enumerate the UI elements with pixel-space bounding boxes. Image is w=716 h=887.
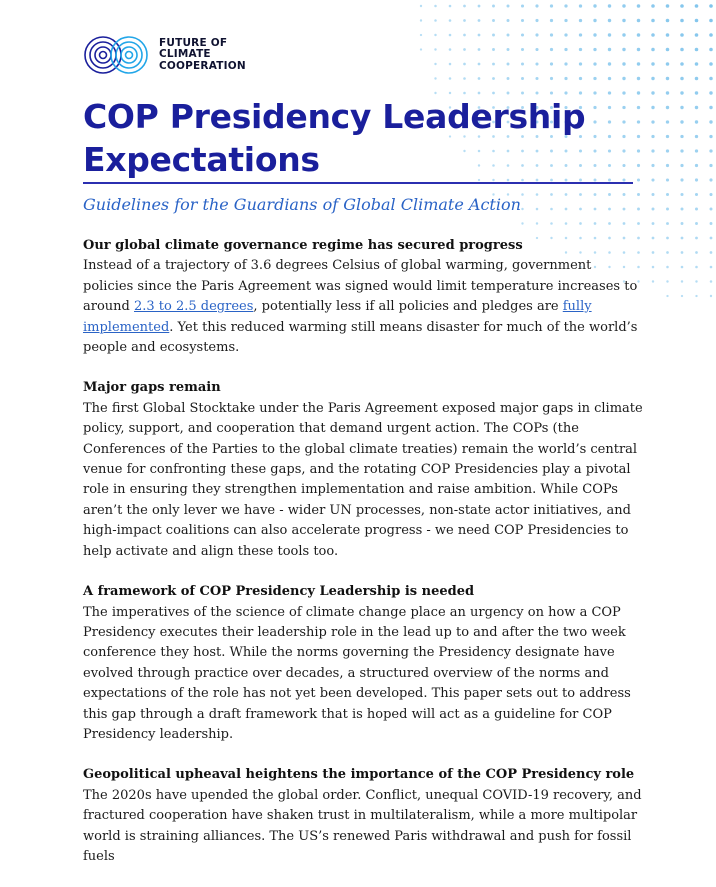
title-line-2: Expectations <box>83 140 320 179</box>
title-divider <box>83 182 633 184</box>
paragraph-text: . Yet this reduced warming still means d… <box>83 319 638 356</box>
section-heading: A framework of COP Presidency Leadership… <box>83 584 475 600</box>
section-paragraph: The imperatives of the science of climat… <box>83 604 631 742</box>
paragraph-text: , potentially less if all policies and p… <box>253 299 563 315</box>
section-gaps: Major gaps remain The first Global Stock… <box>83 378 643 562</box>
warming-estimate-link[interactable]: 2.3 to 2.5 degrees <box>134 299 254 315</box>
brand-logo: FUTURE OF CLIMATE COOPERATION <box>83 33 246 77</box>
brand-wordmark: FUTURE OF CLIMATE COOPERATION <box>159 36 246 73</box>
section-paragraph: The first Global Stocktake under the Par… <box>83 400 643 559</box>
section-heading: Major gaps remain <box>83 380 221 396</box>
fully-implemented-link[interactable]: fully implemented <box>83 299 592 335</box>
section-framework: A framework of COP Presidency Leadership… <box>83 582 643 745</box>
fingerprint-logo-icon <box>84 36 148 74</box>
section-paragraph: The 2020s have upended the global order.… <box>83 787 642 864</box>
document-body: Our global climate governance regime has… <box>83 236 643 887</box>
brand-line-3: COOPERATION <box>159 59 246 72</box>
paragraph-text: Instead of a trajectory of 3.6 degrees C… <box>83 258 638 315</box>
title-line-1: COP Presidency Leadership <box>83 97 586 136</box>
page-title: COP Presidency Leadership Expectations <box>83 95 643 181</box>
brand-line-1: FUTURE OF <box>159 36 228 49</box>
brand-line-2: CLIMATE <box>159 48 211 61</box>
section-geopolitics: Geopolitical upheaval heightens the impo… <box>83 765 643 867</box>
section-heading: Our global climate governance regime has… <box>83 238 523 253</box>
section-paragraph: Instead of a trajectory of 3.6 degrees C… <box>83 256 643 358</box>
section-progress: Our global climate governance regime has… <box>83 236 643 358</box>
page-subtitle: Guidelines for the Guardians of Global C… <box>83 195 521 214</box>
section-heading: Geopolitical upheaval heightens the impo… <box>83 767 635 783</box>
